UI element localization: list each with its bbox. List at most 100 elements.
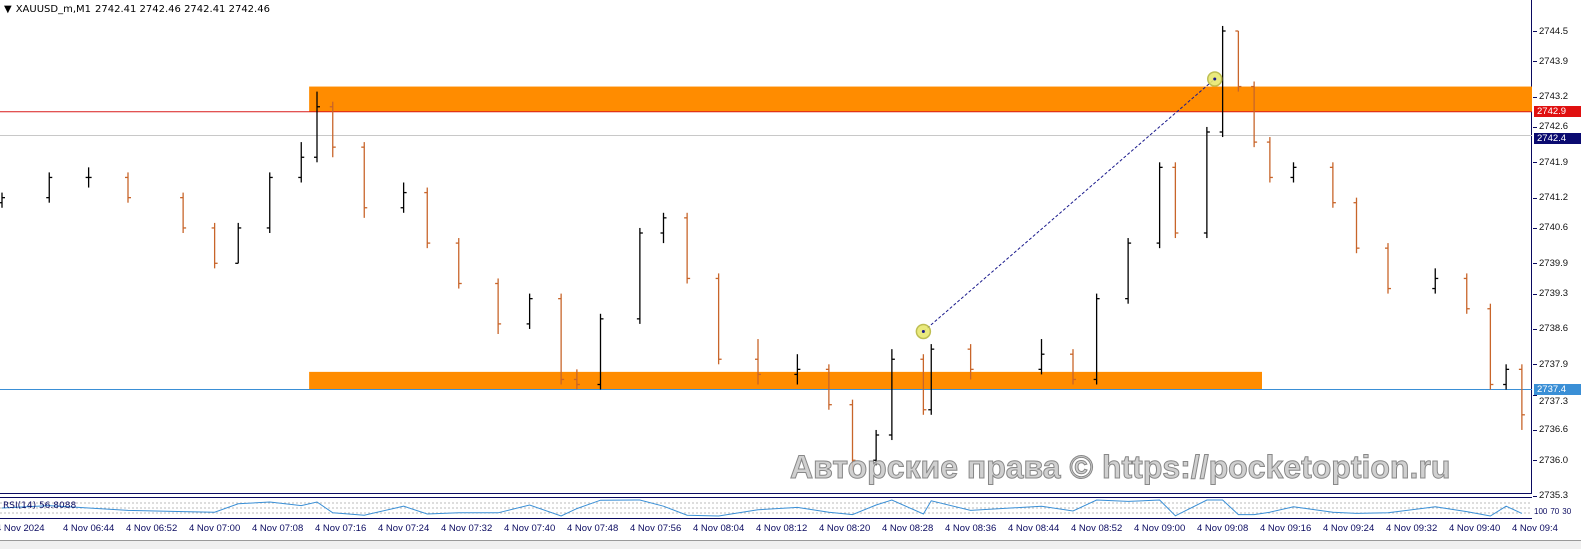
symbol-label: XAUUSD_m,M1 [15, 4, 91, 15]
ohlc-bar [684, 212, 691, 284]
price-label: 2744.5 [1539, 25, 1569, 37]
ohlc-bar [715, 273, 722, 365]
time-axis[interactable]: 4 Nov 2024 4 Nov 06:44 4 Nov 06:52 4 Nov 07… [0, 520, 1581, 540]
rsi-label: RSI(14) 56.8088 [3, 501, 77, 511]
ohlc-bar [794, 354, 801, 385]
price-plot[interactable] [0, 0, 1532, 494]
ohlc-bar [1156, 162, 1163, 249]
price-label: 2735.3 [1539, 490, 1569, 502]
price-tick [1533, 227, 1537, 229]
time-label: 4 Nov 09:16 [1260, 523, 1312, 534]
support-resistance-zone[interactable] [309, 86, 1532, 112]
price-label: 2743.2 [1539, 91, 1569, 103]
ohlc-bar [298, 142, 305, 183]
ohlc-readout: 2742.41 2742.46 2742.41 2742.46 [95, 4, 270, 15]
price-tag: 2737.4 [1534, 384, 1581, 396]
ohlc-bar [1125, 238, 1132, 304]
price-axis[interactable]: 2744.5 2743.9 2743.2 2742.6 2741.9 2741.2 2740… [1533, 0, 1581, 501]
price-tick [1533, 197, 1537, 199]
price-label: 2739.9 [1539, 257, 1569, 269]
rsi-axis-70: 70 [1550, 507, 1560, 516]
ohlc-bar [1235, 30, 1242, 92]
ohlc-bar [125, 172, 131, 203]
ohlc-bar [211, 222, 218, 269]
price-label: 2737.3 [1539, 396, 1569, 408]
ohlc-bar [849, 399, 856, 471]
rsi-axis-30: 30 [1562, 507, 1572, 516]
time-label: 4 Nov 07:16 [315, 523, 367, 534]
rsi-plot [0, 499, 1532, 517]
ohlc-bar [235, 222, 242, 264]
price-tick [1533, 31, 1537, 32]
rsi-axis: 100 70 30 [1534, 507, 1581, 517]
time-label: 4 Nov 08:20 [819, 523, 871, 534]
price-chart[interactable]: ▼ XAUUSD_m,M1 2742.41 2742.46 2742.41 27… [0, 0, 1532, 494]
time-label: 4 Nov 09:00 [1134, 523, 1186, 534]
ohlc-bar [1385, 243, 1391, 294]
time-label: 4 Nov 07:00 [189, 523, 241, 534]
ohlc-bar [967, 344, 974, 380]
trend-line[interactable] [923, 78, 1216, 332]
ohlc-bar [1518, 364, 1525, 430]
price-tick [1533, 96, 1537, 98]
tab-bar [0, 540, 1581, 549]
ohlc-bar [266, 172, 273, 233]
price-tag: 2742.9 [1534, 106, 1581, 118]
time-label: 4 Nov 09:32 [1386, 523, 1438, 534]
price-label: 2738.6 [1539, 323, 1569, 335]
time-label: 4 Nov 09:40 [1449, 523, 1501, 534]
time-label: 4 Nov 07:56 [630, 523, 682, 534]
time-label: 4 Nov 07:08 [252, 523, 304, 534]
ohlc-bar [1503, 364, 1510, 390]
ohlc-bar [1266, 137, 1273, 183]
ohlc-bar [361, 142, 368, 218]
ohlc-bar [1487, 303, 1494, 390]
ohlc-bar [1251, 81, 1258, 148]
ohlc-bar [526, 293, 533, 329]
anchor-dot [921, 329, 925, 333]
price-tick [1533, 263, 1537, 265]
ohlc-bar [1219, 25, 1226, 138]
price-tag: 2742.4 [1534, 133, 1581, 145]
ohlc-bar [928, 344, 935, 415]
collapse-triangle-icon[interactable]: ▼ [4, 4, 12, 15]
ohlc-bar [755, 339, 761, 385]
anchor-dot [1213, 77, 1217, 81]
time-label: 4 Nov 06:52 [126, 523, 178, 534]
ohlc-bar [1203, 126, 1210, 239]
ohlc-bar [825, 364, 832, 410]
ohlc-bar [400, 182, 407, 213]
time-label: 4 Nov 08:04 [693, 523, 745, 534]
price-tick [1533, 328, 1537, 330]
ohlc-bar [424, 187, 431, 249]
price-label: 2736.6 [1539, 424, 1569, 436]
ohlc-bar [558, 293, 565, 385]
ohlc-bar [1463, 273, 1470, 314]
time-label: 4 Nov 2024 [0, 523, 45, 534]
price-label: 2741.9 [1539, 156, 1569, 168]
price-label: 2742.6 [1539, 121, 1569, 133]
ohlc-bar [1172, 162, 1179, 239]
time-label: 4 Nov 08:12 [756, 523, 808, 534]
ohlc-bar [180, 192, 187, 233]
price-tick [1533, 364, 1537, 366]
ohlc-bar [636, 227, 643, 324]
rsi-line [1, 499, 1523, 517]
ohlc-bar [888, 349, 895, 441]
ohlc-bar [1093, 293, 1100, 385]
price-tick [1533, 293, 1537, 295]
watermark: Авторские права © https://pocketoption.r… [789, 449, 1451, 486]
ohlc-bar [1353, 197, 1360, 254]
ohlc-bar [314, 91, 320, 163]
ohlc-bar [1290, 162, 1297, 183]
ohlc-bar [920, 354, 927, 415]
support-resistance-zone[interactable] [309, 371, 1262, 390]
time-label: 4 Nov 08:28 [882, 523, 934, 534]
rsi-panel[interactable]: RSI(14) 56.8088 100 70 30 [0, 497, 1571, 519]
ohlc-bar [1329, 162, 1336, 208]
time-label: 4 Nov 08:52 [1071, 523, 1123, 534]
ohlc-bar [1432, 268, 1439, 294]
time-label: 4 Nov 08:44 [1008, 523, 1060, 534]
time-label: 4 Nov 07:24 [378, 523, 430, 534]
time-label: 4 Nov 06:44 [63, 523, 115, 534]
